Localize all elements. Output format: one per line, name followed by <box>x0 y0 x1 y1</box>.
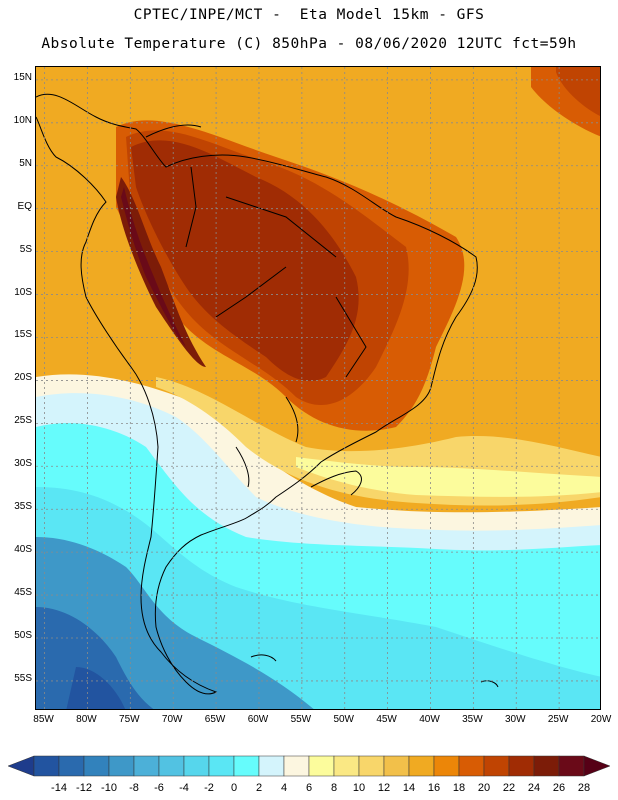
legend-swatch <box>408 755 435 777</box>
lat-tick-label: 45S <box>14 587 32 599</box>
lat-tick-label: 10S <box>14 286 32 298</box>
legend-label: -10 <box>101 782 117 794</box>
legend-label: 6 <box>305 782 313 794</box>
legend-swatch <box>183 755 210 777</box>
lat-tick-label: 50S <box>14 630 32 641</box>
lon-tick-label: 55W <box>290 714 312 725</box>
chart-title: CPTEC/INPE/MCT - Eta Model 15km - GFS <box>133 7 485 23</box>
lon-tick-label: 65W <box>204 714 226 725</box>
lat-tick-label: 55S <box>14 672 32 684</box>
lat-tick-label: EQ <box>17 200 32 212</box>
legend-swatch <box>58 755 85 777</box>
legend-label: 8 <box>330 782 338 794</box>
legend-label: 18 <box>452 782 466 794</box>
legend-label: 14 <box>402 782 416 794</box>
lat-tick-label: 10N <box>13 114 32 126</box>
lon-tick-label: 40W <box>419 714 440 725</box>
lat-tick-label: 5N <box>19 157 32 169</box>
legend-label: -2 <box>204 782 214 794</box>
legend-label: -6 <box>154 782 164 794</box>
legend-swatch <box>383 755 410 777</box>
legend-swatch <box>258 755 285 777</box>
legend-label: 2 <box>255 782 263 794</box>
lat-tick-label: 30S <box>14 458 32 470</box>
chart-subtitle: Absolute Temperature (C) 850hPa - 08/06/… <box>41 36 577 52</box>
lat-tick-label: 15N <box>13 71 32 83</box>
legend-swatch <box>483 755 510 777</box>
legend-swatch <box>108 755 135 777</box>
legend-arrow-high <box>583 755 611 777</box>
lat-lon-grid <box>36 67 600 709</box>
legend-label: 20 <box>477 782 491 794</box>
lat-tick-label: 15S <box>14 329 32 341</box>
temperature-field <box>36 67 600 709</box>
lon-tick-label: 60W <box>247 714 269 725</box>
legend-swatch <box>358 755 385 777</box>
legend-swatch <box>558 755 585 777</box>
lon-tick-label: 70W <box>161 714 183 725</box>
legend-swatch <box>333 755 360 777</box>
legend-label: 26 <box>552 782 566 794</box>
legend-label: 0 <box>230 782 238 794</box>
lat-tick-label: 40S <box>14 544 32 556</box>
lon-tick-label: 80W <box>76 714 97 725</box>
lon-tick-label: 45W <box>376 714 397 725</box>
legend-label: 22 <box>502 782 516 794</box>
lat-tick-label: 25S <box>14 415 32 427</box>
legend-swatch <box>308 755 335 777</box>
legend-arrow-low <box>7 755 35 777</box>
coastline <box>36 93 499 695</box>
legend-swatch <box>158 755 185 777</box>
legend-label: 4 <box>280 782 288 794</box>
lat-tick-label: 35S <box>14 501 32 513</box>
legend-label: 16 <box>427 782 441 794</box>
legend-swatch <box>508 755 535 777</box>
legend-swatch <box>283 755 310 777</box>
lon-tick-label: 20W <box>590 714 612 725</box>
legend-swatch <box>208 755 235 777</box>
lon-tick-label: 85W <box>33 714 54 725</box>
lat-tick-label: 20S <box>14 372 32 384</box>
color-legend <box>7 755 611 777</box>
legend-swatch <box>133 755 160 777</box>
legend-label: 10 <box>352 782 366 794</box>
legend-swatch <box>433 755 460 777</box>
legend-swatch <box>533 755 560 777</box>
lon-tick-label: 25W <box>547 714 569 725</box>
legend-label: -8 <box>129 782 139 794</box>
lon-tick-label: 50W <box>333 714 354 725</box>
legend-label: 24 <box>527 782 541 794</box>
legend-swatch <box>458 755 485 777</box>
lon-tick-label: 35W <box>462 714 483 725</box>
temperature-map[interactable] <box>35 66 601 710</box>
lon-tick-label: 75W <box>119 714 140 725</box>
lon-tick-label: 30W <box>504 714 526 725</box>
legend-swatch <box>33 755 60 777</box>
legend-label: -12 <box>76 782 92 794</box>
legend-label: -4 <box>179 782 189 794</box>
lat-tick-label: 5S <box>19 243 32 255</box>
legend-swatch <box>83 755 110 777</box>
legend-label: 12 <box>377 782 391 794</box>
legend-label: 28 <box>577 782 591 794</box>
legend-label: -14 <box>51 782 67 794</box>
legend-swatch <box>233 755 260 777</box>
